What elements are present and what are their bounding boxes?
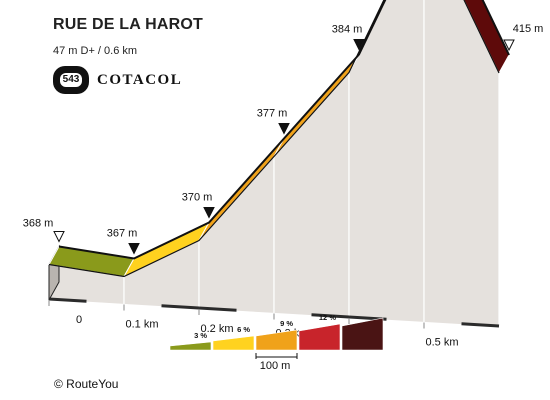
legend-label: 9 % [280, 319, 293, 328]
filled-triangle-marker [128, 243, 140, 255]
side-face-panel [198, 154, 275, 315]
gradient-legend: 3 % 6 % 9 % 12 % 100 m [169, 313, 384, 372]
elevation-label: 384 m [332, 24, 363, 36]
chart-title: RUE DE LA HAROT [53, 16, 203, 33]
badge-label: COTACOL [97, 71, 183, 88]
elevation-label: 415 m [513, 23, 544, 35]
open-triangle-marker [503, 39, 515, 52]
x-tick-label: 0 [76, 314, 82, 326]
baseline-stripe [48, 297, 87, 303]
elevation-label: 368 m [23, 218, 54, 230]
filled-triangle-marker [353, 39, 365, 51]
road-back-edge [58, 0, 510, 260]
profile-road-surface [48, 0, 510, 278]
elevation-label: 367 m [107, 228, 138, 240]
legend-swatch [255, 329, 298, 351]
baseline-stripe [198, 306, 237, 312]
elevation-label: 377 m [257, 108, 288, 120]
legend-swatch [341, 317, 384, 351]
scale-bar-label: 100 m [260, 360, 291, 372]
chart-subtitle: 47 m D+ / 0.6 km [53, 45, 138, 57]
legend-label: 3 % [194, 331, 207, 340]
legend-swatch [169, 341, 212, 351]
profile-side-faces [48, 0, 500, 328]
filled-triangle-marker [203, 207, 215, 219]
x-tick-label: 0.5 km [425, 337, 458, 349]
legend-label: 6 % [237, 325, 250, 334]
baseline-stripe [461, 322, 500, 328]
legend-swatch [212, 335, 255, 351]
elevation-label: 370 m [182, 192, 213, 204]
baseline-stripe [311, 313, 350, 319]
side-face-panel [348, 0, 425, 324]
legend-swatch [298, 323, 341, 351]
credit-text: © RouteYou [54, 377, 119, 391]
badge-oval-icon: 543 [53, 66, 89, 94]
cotacol-badge: 543 COTACOL [53, 66, 182, 94]
open-triangle-marker [53, 231, 65, 243]
x-tick-label: 0.2 km [200, 323, 233, 335]
baseline-stripe [161, 304, 200, 310]
badge-number: 543 [59, 73, 83, 87]
x-tick-label: 0.1 km [125, 319, 158, 331]
road-front-edge [48, 0, 500, 278]
filled-triangle-marker [278, 123, 290, 135]
legend-label: 12 % [319, 313, 336, 322]
